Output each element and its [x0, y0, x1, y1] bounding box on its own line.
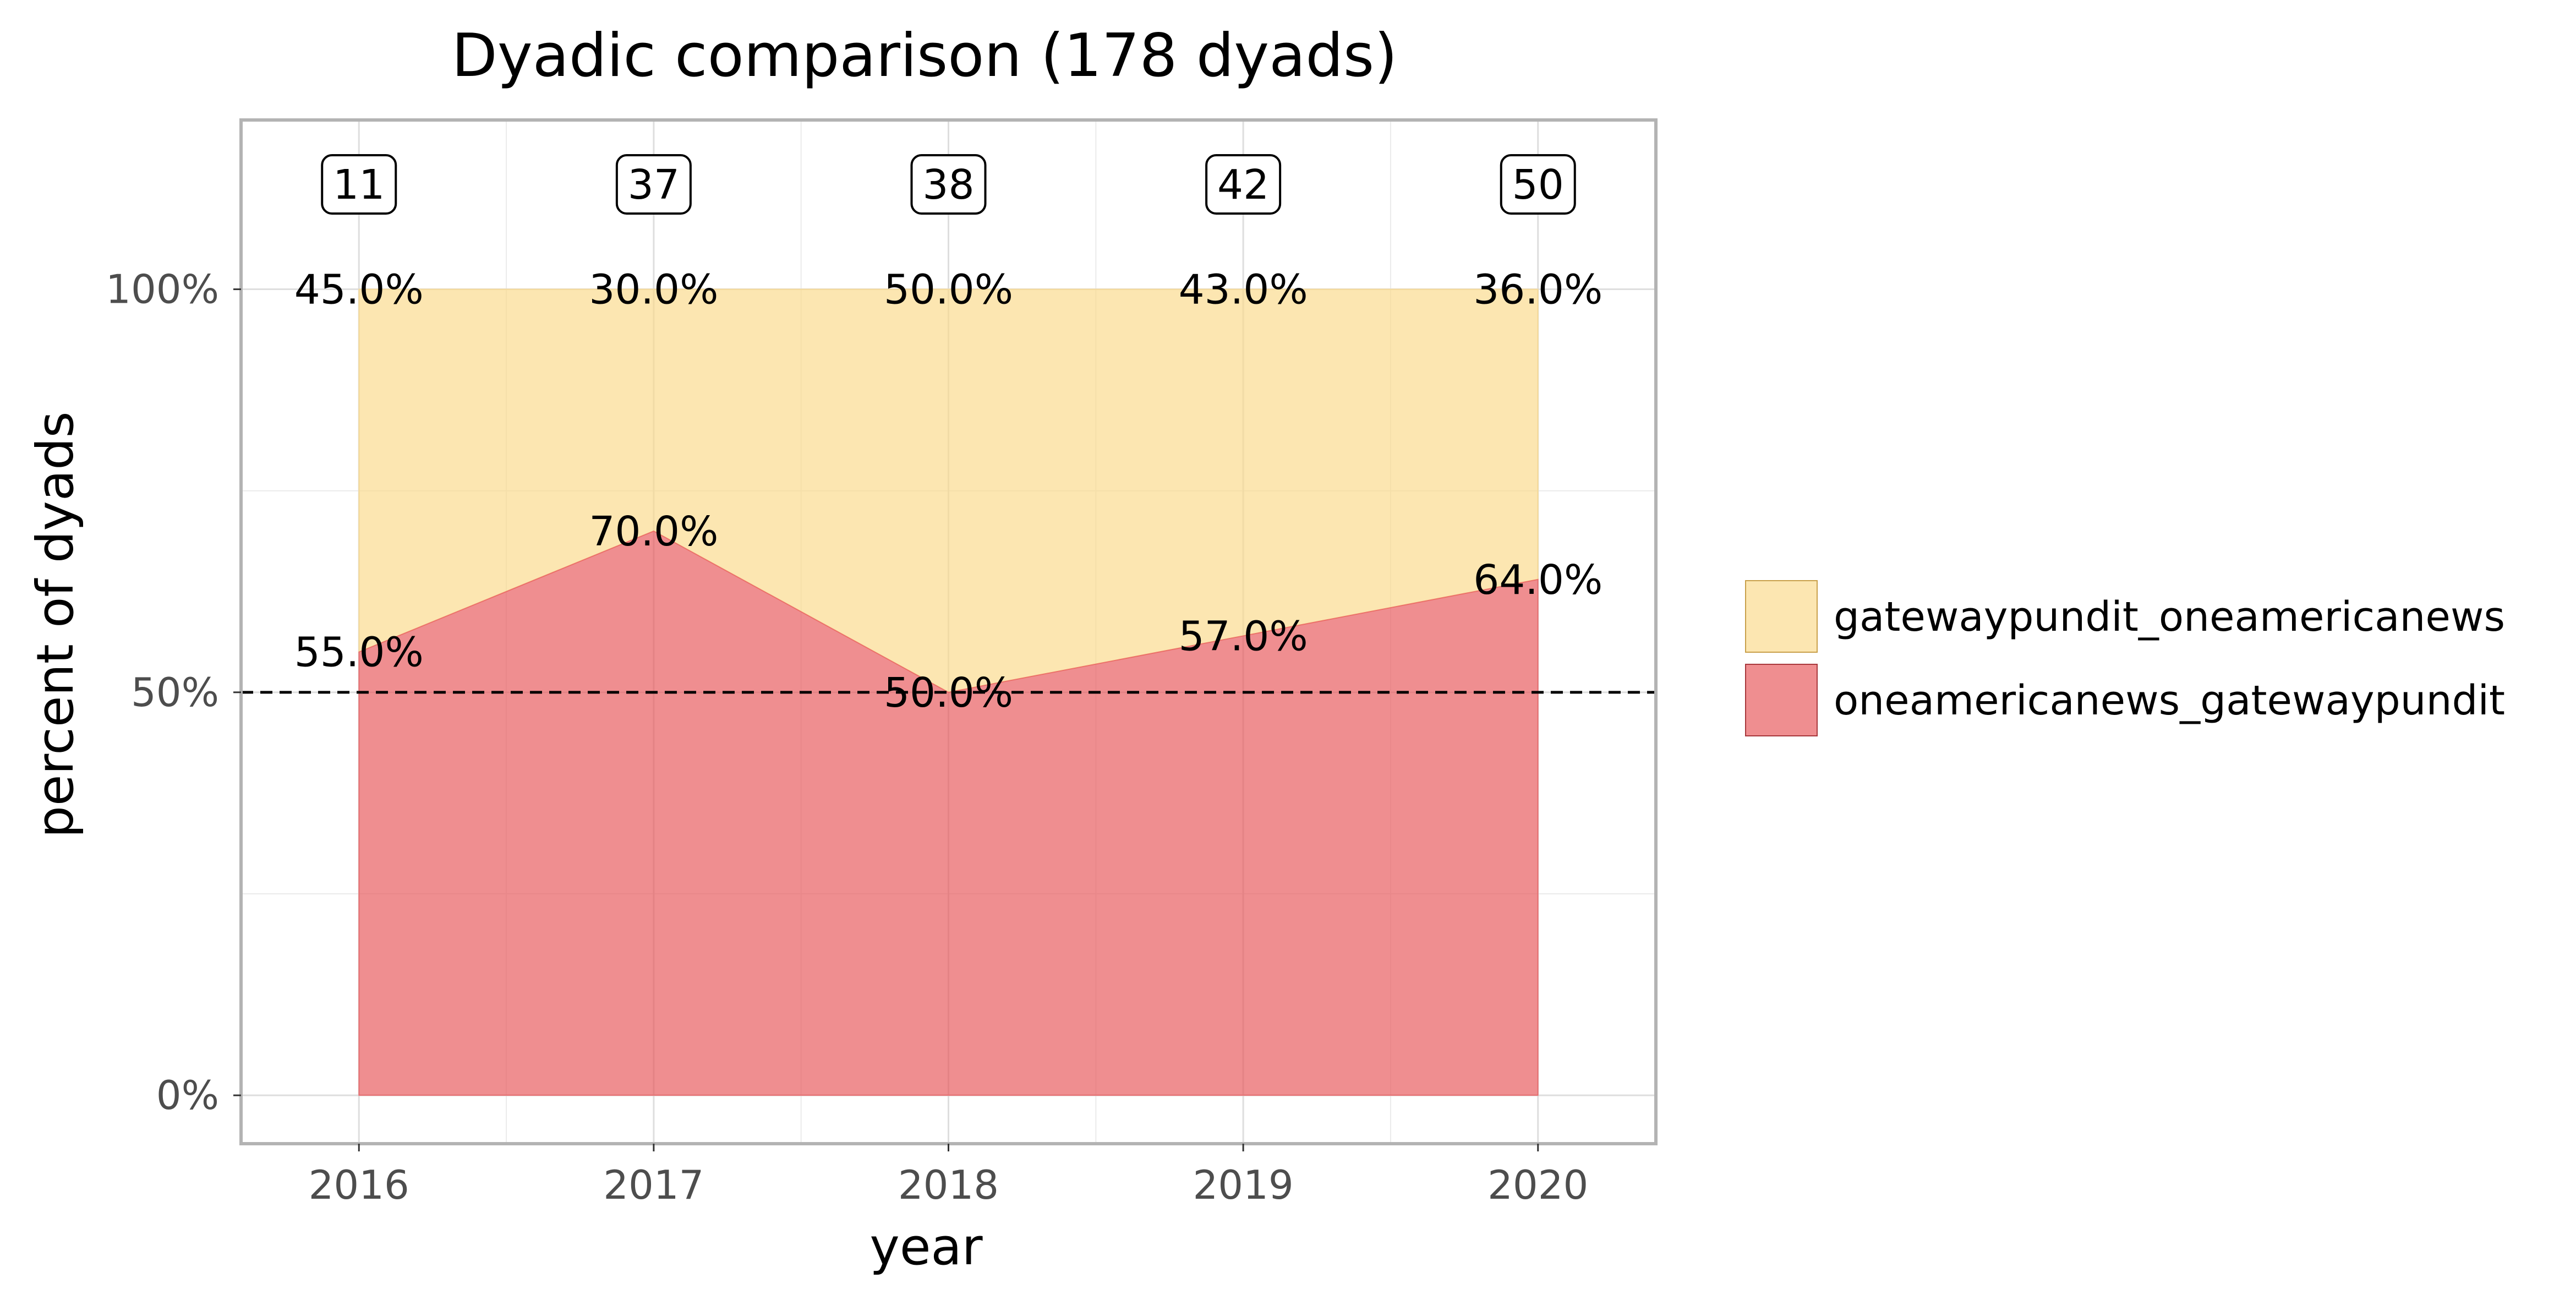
x-tick-label: 2018	[898, 1162, 999, 1208]
x-tick-label: 2016	[309, 1162, 409, 1208]
legend-key	[1745, 664, 1818, 736]
x-tick-label: 2020	[1487, 1162, 1588, 1208]
legend: gatewaypundit_oneamericanews oneamericane…	[1745, 580, 2505, 736]
y-axis-title: percent of dyads	[26, 411, 85, 838]
count-label: 38	[922, 161, 974, 209]
count-box	[615, 154, 692, 215]
plot-area: 55.0% 45.0% 70.0% 30.0% 50.0% 50.0% 57.0% 43.0%…	[106, 118, 1658, 1208]
data-label-oneamericanews-gatewaypundit: 64.0%	[1473, 556, 1603, 604]
data-label-gatewaypundit-oneamericanews: 43.0%	[1179, 266, 1308, 314]
x-axis-title: year	[869, 1217, 982, 1276]
y-tick-label: 100%	[106, 266, 219, 313]
legend-key	[1745, 580, 1818, 653]
count-label: 42	[1217, 161, 1269, 209]
count-box	[1500, 154, 1576, 215]
data-label-oneamericanews-gatewaypundit: 55.0%	[294, 629, 424, 676]
legend-label: oneamericanews_gatewaypundit	[1834, 677, 2505, 724]
data-label-gatewaypundit-oneamericanews: 45.0%	[294, 266, 424, 314]
data-label-oneamericanews-gatewaypundit: 57.0%	[1179, 613, 1308, 660]
y-tick-label: 50%	[131, 669, 219, 715]
data-label-gatewaypundit-oneamericanews: 36.0%	[1473, 266, 1603, 314]
x-tick-label: 2017	[603, 1162, 704, 1208]
area-oneamericanews-gatewaypundit	[358, 530, 1539, 1096]
count-box	[321, 154, 397, 215]
count-label: 50	[1512, 161, 1564, 209]
legend-label: gatewaypundit_oneamericanews	[1834, 593, 2505, 641]
count-label: 37	[628, 161, 680, 209]
x-tick-label: 2019	[1193, 1162, 1294, 1208]
count-box	[1205, 154, 1282, 215]
count-label: 11	[333, 161, 385, 209]
data-label-gatewaypundit-oneamericanews: 50.0%	[884, 266, 1013, 314]
data-label-gatewaypundit-oneamericanews: 30.0%	[589, 266, 718, 314]
data-label-oneamericanews-gatewaypundit: 70.0%	[589, 508, 718, 555]
data-label-oneamericanews-gatewaypundit: 50.0%	[884, 669, 1013, 717]
count-box	[910, 154, 987, 215]
chart-title: Dyadic comparison (178 dyads)	[452, 21, 1398, 90]
y-tick-label: 0%	[156, 1072, 219, 1118]
